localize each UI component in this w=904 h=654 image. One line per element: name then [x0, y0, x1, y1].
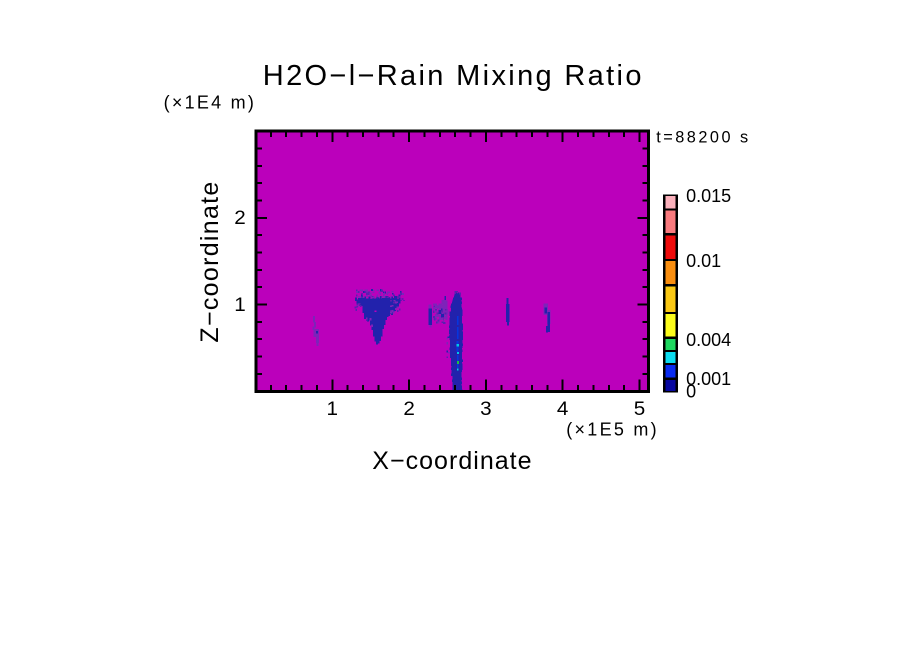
svg-text:H2O−l−Rain Mixing Ratio: H2O−l−Rain Mixing Ratio [263, 60, 644, 92]
svg-text:Z−coordinate: Z−coordinate [196, 180, 224, 342]
svg-text:X−coordinate: X−coordinate [372, 447, 532, 475]
svg-text:0.015: 0.015 [686, 186, 731, 206]
svg-text:1: 1 [234, 294, 246, 316]
svg-text:0.001: 0.001 [686, 369, 731, 389]
svg-text:2: 2 [403, 398, 415, 420]
svg-text:0: 0 [686, 382, 696, 402]
svg-text:1: 1 [327, 398, 339, 420]
svg-text:(×1E5 m): (×1E5 m) [566, 419, 659, 439]
svg-text:0.01: 0.01 [686, 251, 721, 271]
svg-text:3: 3 [480, 398, 492, 420]
svg-text:2: 2 [234, 207, 246, 229]
svg-text:4: 4 [557, 398, 569, 420]
svg-text:t=88200 s: t=88200 s [656, 129, 750, 147]
svg-text:0.004: 0.004 [686, 330, 731, 350]
svg-text:5: 5 [634, 398, 646, 420]
svg-text:(×1E4 m): (×1E4 m) [164, 92, 257, 112]
